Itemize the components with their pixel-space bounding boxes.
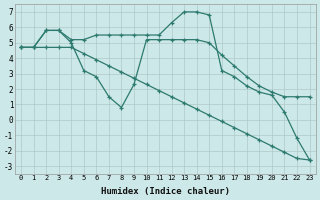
X-axis label: Humidex (Indice chaleur): Humidex (Indice chaleur) <box>101 187 230 196</box>
